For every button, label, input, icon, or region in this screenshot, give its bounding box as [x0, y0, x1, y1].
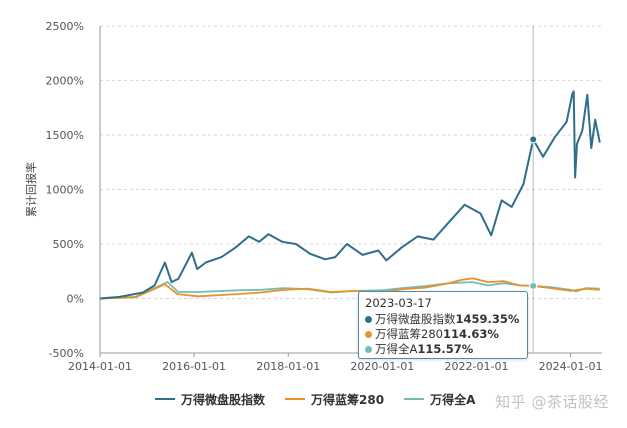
legend-item-alla[interactable]: 万得全A	[404, 391, 475, 408]
legend-swatch-icon	[155, 398, 175, 400]
y-tick-label: -500%	[49, 347, 84, 360]
tooltip-dot-icon	[365, 346, 372, 353]
series-point-marker	[529, 135, 538, 144]
data-tooltip: 2023-03-17 万得微盘股指数 1459.35% 万得蓝筹280 114.63…	[358, 291, 528, 359]
y-tick-label: 2000%	[46, 75, 84, 88]
legend-swatch-icon	[285, 398, 306, 400]
tooltip-row-bluechip: 万得蓝筹280 114.63%	[365, 327, 521, 342]
tooltip-series-value: 114.63%	[442, 327, 499, 341]
tooltip-series-name: 万得全A	[375, 342, 418, 356]
legend-label: 万得全A	[430, 392, 476, 407]
tooltip-dot-icon	[365, 331, 372, 338]
x-tick-label: 2016-01-01	[162, 360, 226, 373]
legend-label: 万得微盘股指数	[181, 392, 266, 407]
chart-legend: 万得微盘股指数 万得蓝筹280 万得全A	[155, 388, 475, 410]
tooltip-series-value: 115.57%	[417, 342, 474, 356]
tooltip-series-name: 万得蓝筹280	[375, 327, 443, 341]
series-point-marker	[529, 281, 538, 290]
y-axis-label: 累计回报率	[24, 162, 38, 217]
y-tick-label: 1500%	[46, 129, 84, 142]
x-tick-label: 2014-01-01	[68, 360, 132, 373]
tooltip-dot-icon	[365, 316, 372, 323]
watermark: 知乎 @茶话股经	[495, 393, 609, 411]
series-line-2	[99, 281, 600, 300]
tooltip-series-value: 1459.35%	[455, 312, 520, 326]
y-tick-label: 1000%	[46, 184, 84, 197]
series-line-0	[99, 90, 601, 300]
x-tick-label: 2018-01-01	[256, 360, 320, 373]
tooltip-date: 2023-03-17	[365, 296, 432, 310]
legend-swatch-icon	[404, 398, 425, 400]
x-tick-label: 2022-01-01	[445, 360, 509, 373]
legend-item-bluechip[interactable]: 万得蓝筹280	[285, 391, 384, 408]
x-tick-label: 2024-01-01	[539, 360, 603, 373]
x-tick-label: 2020-01-01	[350, 360, 414, 373]
y-tick-label: 500%	[53, 238, 84, 251]
legend-item-microcap[interactable]: 万得微盘股指数	[155, 391, 265, 408]
tooltip-row-microcap: 万得微盘股指数 1459.35%	[365, 312, 521, 327]
tooltip-series-name: 万得微盘股指数	[375, 312, 456, 326]
y-tick-label: 0%	[67, 293, 84, 306]
y-tick-label: 2500%	[46, 20, 84, 33]
legend-label: 万得蓝筹280	[311, 392, 385, 407]
tooltip-row-alla: 万得全A 115.57%	[365, 342, 521, 357]
